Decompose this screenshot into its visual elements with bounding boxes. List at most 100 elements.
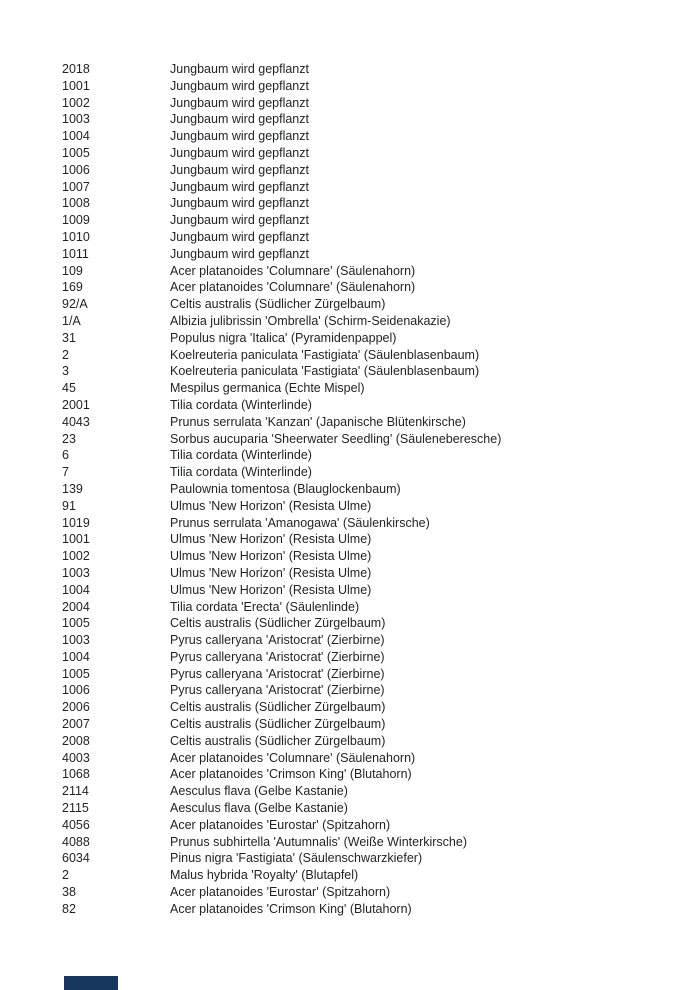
tree-id: 2018 (62, 62, 90, 76)
table-row: 1019 Prunus serrulata 'Amanogawa' (Säulen… (62, 515, 690, 532)
tree-species: Celtis australis (Südlicher Zürgelbaum) (170, 616, 386, 631)
table-row: 2001 Tilia cordata (Winterlinde) (62, 397, 690, 414)
tree-id: 4056 (62, 817, 90, 832)
tree-species: Jungbaum wird gepflanzt (170, 62, 309, 76)
tree-id: 82 (62, 901, 76, 916)
table-row: 23 Sorbus aucuparia 'Sheerwater Seedling'… (62, 431, 690, 448)
tree-id: 6034 (62, 851, 90, 866)
table-row: 2018 Jungbaum wird gepflanzt (62, 61, 690, 78)
table-row: 2114 Aesculus flava (Gelbe Kastanie) (62, 783, 690, 800)
tree-id: 38 (62, 885, 76, 900)
tree-id: 2008 (62, 733, 90, 748)
tree-id: 1002 (62, 95, 90, 110)
table-row: 2 Malus hybrida 'Royalty' (Blutapfel) (62, 867, 690, 884)
tree-id: 169 (62, 280, 83, 295)
tree-id: 1004 (62, 649, 90, 664)
tree-species: Pinus nigra 'Fastigiata' (Säulenschwarzk… (170, 851, 423, 866)
tree-species: Prunus serrulata 'Kanzan' (Japanische Bl… (170, 414, 466, 429)
tree-list: 2018 Jungbaum wird gepflanzt 1001 Jungbaum … (62, 61, 690, 918)
table-row: 3 Koelreuteria paniculata 'Fastigiata' (S… (62, 363, 690, 380)
tree-species: Tilia cordata (Winterlinde) (170, 465, 312, 480)
table-row: 1005 Jungbaum wird gepflanzt (62, 145, 690, 162)
tree-species: Acer platanoides 'Eurostar' (Spitzahorn) (170, 817, 391, 832)
tree-species: Paulownia tomentosa (Blauglockenbaum) (170, 481, 401, 496)
tree-id: 45 (62, 381, 76, 396)
tree-species: Tilia cordata (Winterlinde) (170, 448, 312, 463)
table-row: 1001 Ulmus 'New Horizon' (Resista Ulme) (62, 531, 690, 548)
table-row: 1001 Jungbaum wird gepflanzt (62, 78, 690, 95)
tree-id: 2007 (62, 717, 90, 732)
tree-id: 1/A (62, 313, 81, 328)
tree-id: 1002 (62, 549, 90, 564)
tree-id: 91 (62, 498, 76, 513)
tree-id: 1005 (62, 616, 90, 631)
tree-species: Celtis australis (Südlicher Zürgelbaum) (170, 717, 386, 732)
tree-species: Acer platanoides 'Columnare' (Säulenahor… (170, 280, 416, 295)
table-row: 1003 Jungbaum wird gepflanzt (62, 111, 690, 128)
tree-id: 4003 (62, 750, 90, 765)
table-row: 1007 Jungbaum wird gepflanzt (62, 179, 690, 196)
tree-id: 7 (62, 465, 69, 480)
tree-species: Ulmus 'New Horizon' (Resista Ulme) (170, 582, 372, 597)
tree-species: Prunus serrulata 'Amanogawa' (Säulenkirs… (170, 515, 430, 530)
tree-species: Acer platanoides 'Crimson King' (Blutaho… (170, 901, 412, 916)
tree-id: 1004 (62, 582, 90, 597)
tree-species: Ulmus 'New Horizon' (Resista Ulme) (170, 532, 372, 547)
tree-species: Albizia julibrissin 'Ombrella' (Schirm-S… (170, 313, 451, 328)
tree-id: 1001 (62, 78, 90, 93)
tree-species: Pyrus calleryana 'Aristocrat' (Zierbirne… (170, 666, 385, 681)
table-row: 6034 Pinus nigra 'Fastigiata' (Säulenschw… (62, 850, 690, 867)
table-row: 82 Acer platanoides 'Crimson King' (Bluta… (62, 901, 690, 918)
tree-species: Jungbaum wird gepflanzt (170, 112, 309, 127)
tree-species: Jungbaum wird gepflanzt (170, 196, 309, 211)
table-row: 2006 Celtis australis (Südlicher Zürgelba… (62, 699, 690, 716)
tree-id: 2 (62, 868, 69, 883)
tree-species: Jungbaum wird gepflanzt (170, 229, 309, 244)
table-row: 4088 Prunus subhirtella 'Autumnalis' (Wei… (62, 834, 690, 851)
tree-species: Jungbaum wird gepflanzt (170, 95, 309, 110)
tree-id: 1006 (62, 162, 90, 177)
tree-id: 1005 (62, 145, 90, 160)
table-row: 4043 Prunus serrulata 'Kanzan' (Japanisch… (62, 414, 690, 431)
tree-id: 1006 (62, 683, 90, 698)
tree-id: 1005 (62, 666, 90, 681)
tree-species: Pyrus calleryana 'Aristocrat' (Zierbirne… (170, 683, 385, 698)
tree-id: 23 (62, 431, 76, 446)
tree-id: 1019 (62, 515, 90, 530)
tree-species: Koelreuteria paniculata 'Fastigiata' (Sä… (170, 347, 480, 362)
tree-id: 1007 (62, 179, 90, 194)
tree-species: Celtis australis (Südlicher Zürgelbaum) (170, 700, 386, 715)
table-row: 4056 Acer platanoides 'Eurostar' (Spitzah… (62, 817, 690, 834)
tree-id: 31 (62, 330, 76, 345)
tree-id: 1068 (62, 767, 90, 782)
tree-species: Aesculus flava (Gelbe Kastanie) (170, 801, 348, 816)
table-row: 1002 Ulmus 'New Horizon' (Resista Ulme) (62, 548, 690, 565)
tree-species: Acer platanoides 'Columnare' (Säulenahor… (170, 750, 416, 765)
table-row: 1005 Celtis australis (Südlicher Zürgelba… (62, 615, 690, 632)
table-row: 109 Acer platanoides 'Columnare' (Säulena… (62, 263, 690, 280)
table-row: 91 Ulmus 'New Horizon' (Resista Ulme) (62, 498, 690, 515)
table-row: 2004 Tilia cordata 'Erecta' (Säulenlinde) (62, 599, 690, 616)
table-row: 1002 Jungbaum wird gepflanzt (62, 95, 690, 112)
tree-species: Aesculus flava (Gelbe Kastanie) (170, 784, 348, 799)
tree-species: Ulmus 'New Horizon' (Resista Ulme) (170, 498, 372, 513)
tree-id: 3 (62, 364, 69, 379)
table-row: 1006 Jungbaum wird gepflanzt (62, 162, 690, 179)
tree-species: Jungbaum wird gepflanzt (170, 162, 309, 177)
table-row: 1006 Pyrus calleryana 'Aristocrat' (Zierb… (62, 682, 690, 699)
tree-species: Jungbaum wird gepflanzt (170, 246, 309, 261)
tree-species: Pyrus calleryana 'Aristocrat' (Zierbirne… (170, 633, 385, 648)
tree-species: Tilia cordata (Winterlinde) (170, 397, 312, 412)
table-row: 1004 Ulmus 'New Horizon' (Resista Ulme) (62, 582, 690, 599)
tree-species: Pyrus calleryana 'Aristocrat' (Zierbirne… (170, 649, 385, 664)
tree-id: 1011 (62, 246, 89, 261)
table-row: 2008 Celtis australis (Südlicher Zürgelba… (62, 733, 690, 750)
tree-id: 4088 (62, 834, 90, 849)
tree-species: Jungbaum wird gepflanzt (170, 129, 309, 144)
tree-species: Acer platanoides 'Columnare' (Säulenahor… (170, 263, 416, 278)
tree-id: 2114 (62, 784, 89, 799)
tree-species: Jungbaum wird gepflanzt (170, 78, 309, 93)
tree-species: Koelreuteria paniculata 'Fastigiata' (Sä… (170, 364, 480, 379)
tree-species: Tilia cordata 'Erecta' (Säulenlinde) (170, 599, 360, 614)
